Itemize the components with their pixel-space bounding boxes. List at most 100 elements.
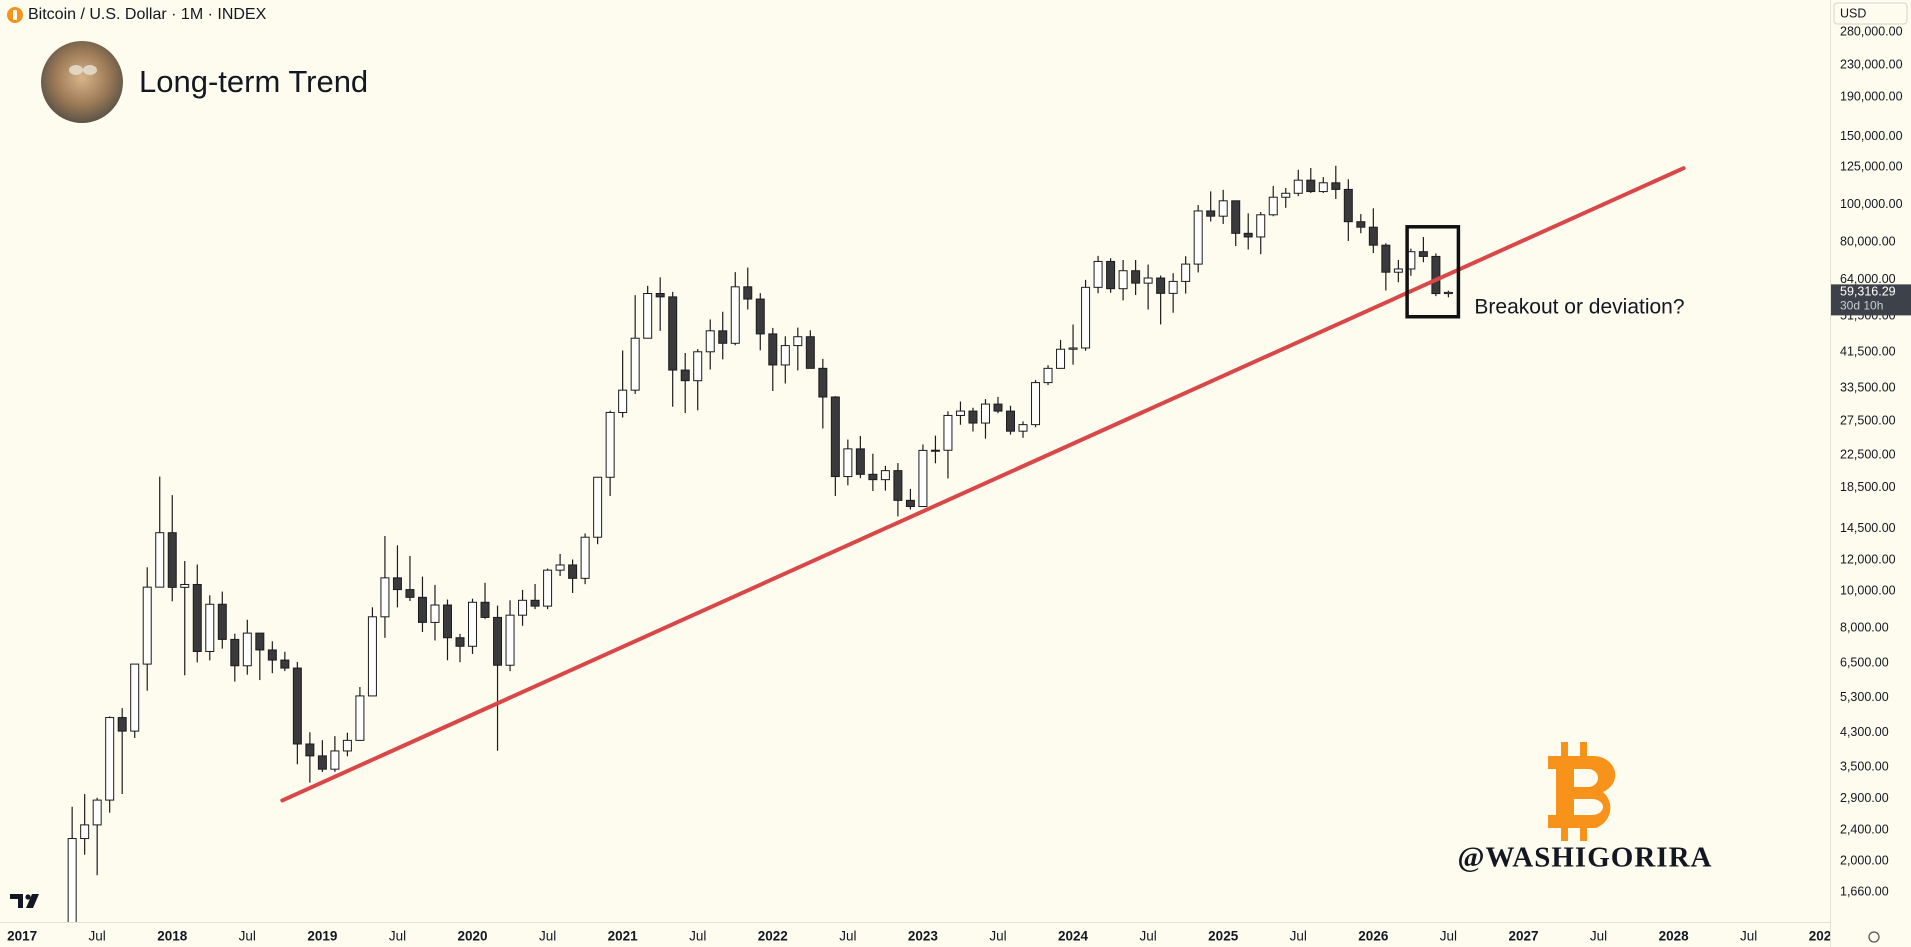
- x-tick-label: 2020: [457, 929, 487, 944]
- candle-body: [468, 601, 478, 647]
- candle-body: [1043, 367, 1053, 384]
- candle-body: [205, 603, 215, 652]
- currency-button[interactable]: [1833, 2, 1908, 25]
- candle-body: [155, 532, 165, 588]
- avatar-detail: [69, 65, 83, 75]
- candle-body: [292, 667, 302, 745]
- bitcoin-logo: [1580, 742, 1587, 758]
- y-tick-label: 41,500.00: [1840, 345, 1896, 359]
- candle-body: [755, 298, 765, 335]
- y-tick-label: 190,000.00: [1840, 89, 1903, 103]
- candle-body: [630, 337, 640, 391]
- y-tick-label: 10,000.00: [1840, 583, 1896, 597]
- bitcoin-logo: [1561, 826, 1568, 841]
- candle-body: [267, 649, 277, 661]
- y-axis-panel: [1830, 0, 1911, 947]
- trend-line: [280, 166, 1686, 803]
- y-tick-label: 8,000.00: [1840, 621, 1889, 635]
- candle-body: [1218, 200, 1228, 217]
- candle-body: [705, 330, 715, 353]
- candle-body: [993, 403, 1003, 412]
- candle-body: [605, 411, 615, 478]
- candle-body: [117, 717, 127, 732]
- x-tick-label: Jul: [239, 929, 256, 944]
- candle-body: [1293, 179, 1303, 194]
- x-tick-label: Jul: [839, 929, 856, 944]
- currency-label[interactable]: USD: [1840, 6, 1866, 20]
- candle-body: [1156, 277, 1166, 294]
- candle-body: [1031, 382, 1041, 426]
- candle-body: [1081, 286, 1091, 349]
- y-tick-label: 27,500.00: [1840, 414, 1896, 428]
- y-tick-label: 6,500.00: [1840, 656, 1889, 670]
- candle-body: [230, 638, 240, 667]
- candle-body: [968, 410, 978, 424]
- last-price-label: 59,316.29: [1840, 285, 1896, 299]
- candle-body: [768, 333, 778, 366]
- tradingview-logo[interactable]: [10, 894, 23, 908]
- y-axis: USD 1,660.00 2,000.00 2,400.00 2,900.00 3,50…: [1830, 0, 1911, 947]
- y-tick-label: 2,900.00: [1840, 791, 1889, 805]
- x-tick-label: 2025: [1208, 929, 1239, 944]
- candle-body: [167, 532, 177, 588]
- candle-body: [1256, 214, 1266, 238]
- candle-body: [105, 717, 115, 801]
- candle-body: [1418, 251, 1428, 257]
- candle-body: [905, 499, 915, 508]
- candle-body: [392, 577, 402, 591]
- tradingview-logo[interactable]: [26, 894, 39, 908]
- y-tick-label: 1,660.00: [1840, 885, 1889, 899]
- candle-body: [643, 293, 653, 339]
- candle-body: [1243, 232, 1253, 238]
- candle-body: [1431, 255, 1441, 295]
- y-tick-label: 150,000.00: [1840, 129, 1903, 143]
- candle-body: [192, 583, 202, 652]
- countdown-label: 30d 10h: [1840, 299, 1883, 313]
- candle-body: [317, 755, 327, 770]
- y-tick-label: 5,300.00: [1840, 690, 1889, 704]
- candle-body: [355, 695, 365, 741]
- candle-body: [1331, 182, 1341, 190]
- y-tick-label: 3,500.00: [1840, 759, 1889, 773]
- candle-body: [1443, 291, 1453, 295]
- settings-icon[interactable]: [1868, 931, 1880, 943]
- x-tick-label: 2018: [157, 929, 188, 944]
- candle-body: [280, 659, 290, 669]
- candle-body: [1318, 182, 1328, 193]
- candle-body: [1368, 226, 1378, 246]
- candle-body: [780, 345, 790, 366]
- x-tick-label: Jul: [89, 929, 106, 944]
- candle-body: [730, 286, 740, 344]
- candle-body: [1306, 179, 1316, 193]
- y-tick-label: 230,000.00: [1840, 57, 1903, 71]
- candle-body: [1168, 280, 1178, 294]
- y-tick-label: 280,000.00: [1840, 24, 1903, 38]
- candle-body: [880, 470, 890, 481]
- symbol-title[interactable]: Bitcoin / U.S. Dollar · 1M · INDEX: [28, 6, 267, 23]
- overlay: Bitcoin / U.S. Dollar · 1M · INDEX Long-…: [7, 6, 1711, 908]
- candle-body: [668, 296, 678, 371]
- tradingview-logo[interactable]: [25, 894, 31, 900]
- y-tick-label: 2,000.00: [1840, 853, 1889, 867]
- candle-body: [518, 599, 528, 616]
- y-tick-label: 125,000.00: [1840, 160, 1903, 174]
- candle-body: [1268, 196, 1278, 216]
- candle-body: [1106, 260, 1116, 290]
- last-price-tag: [1831, 284, 1911, 316]
- candle-body: [455, 637, 465, 647]
- y-tick-label: 18,500.00: [1840, 480, 1896, 494]
- highlight-box: [1405, 225, 1461, 319]
- candle-body: [680, 369, 690, 382]
- x-axis: 2017 Jul 2018 Jul 2019 Jul 2020 Jul 2021 Jul 2022 J…: [0, 922, 1839, 944]
- candle-body: [430, 604, 440, 623]
- candle-body: [918, 449, 928, 508]
- x-tick-label: 2028: [1659, 929, 1690, 944]
- x-tick-label: Jul: [389, 929, 406, 944]
- candle-body: [530, 599, 540, 607]
- candle-body: [855, 448, 865, 475]
- x-tick-label: Jul: [1440, 929, 1457, 944]
- candle-body: [830, 396, 840, 478]
- candle-body: [330, 750, 340, 770]
- avatar-detail: [83, 65, 97, 75]
